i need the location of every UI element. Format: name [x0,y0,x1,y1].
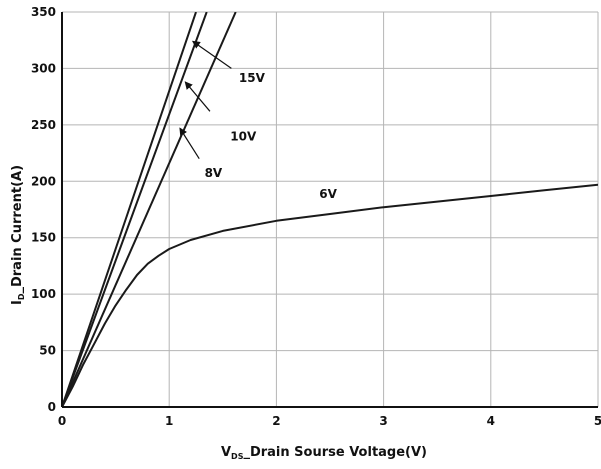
y-axis-title-rest: _Drain Current(A) [10,165,25,294]
x-tick-label-1: 1 [165,414,173,428]
annotation-label-1: 10V [230,130,257,144]
x-tick-label-5: 5 [594,414,601,428]
y-axis-title: ID_Drain Current(A) [10,165,26,305]
series-line-6v [62,183,598,407]
y-tick-label-4: 200 [31,174,56,188]
annotation-label-2: 8V [205,166,223,180]
y-axis-title-main: I [10,300,25,305]
y-tick-label-7: 350 [31,5,56,19]
series-line-15v [62,12,197,407]
series-line-10v [62,12,208,407]
grid [62,11,599,407]
annotation-arrow-0 [191,40,232,69]
x-axis-title: VDS_Drain Sourse Voltage(V) [221,445,427,461]
x-tick-label-4: 4 [487,414,495,428]
y-tick-label-0: 0 [48,400,56,414]
y-tick-label-6: 300 [31,61,56,75]
y-tick-label-1: 50 [39,344,56,358]
x-tick-label-2: 2 [272,414,280,428]
annotation-label-0: 15V [239,71,266,85]
x-axis-title-main: V [221,445,231,460]
annotation-arrow-1 [184,81,211,112]
x-tick-label-3: 3 [379,414,387,428]
y-tick-label-5: 250 [31,118,56,132]
x-axis-title-sub: DS [231,452,244,461]
y-tick-label-3: 150 [31,231,56,245]
annotation-label-3: 6V [319,187,337,201]
x-axis-title-rest: _Drain Sourse Voltage(V) [243,445,427,460]
annotations: 15V 10V 8V 6V [179,40,338,201]
annotation-arrow-2 [179,127,200,160]
y-tick-label-2: 100 [31,287,56,301]
series-group [62,12,598,407]
series-line-8v [62,12,237,407]
y-axis-title-sub: D [17,293,26,300]
x-tick-label-0: 0 [58,414,66,428]
